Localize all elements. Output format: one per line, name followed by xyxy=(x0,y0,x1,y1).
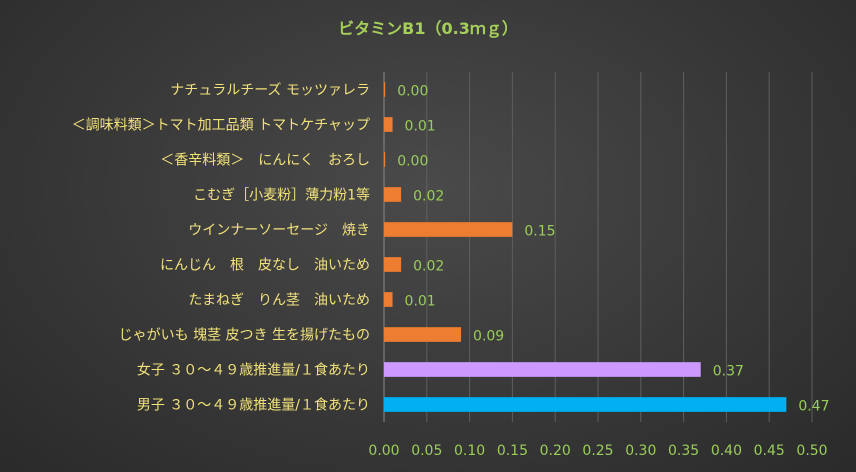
x-tick-label: 0.40 xyxy=(711,443,742,459)
category-label: ナチュラルチーズ モッツァレラ xyxy=(170,83,370,99)
x-tick-label: 0.45 xyxy=(754,443,785,459)
chart-title: ビタミンB1（0.3ｍｇ） xyxy=(338,19,518,39)
data-label: 0.00 xyxy=(397,84,428,100)
x-tick-label: 0.25 xyxy=(582,443,613,459)
x-tick-label: 0.50 xyxy=(796,443,827,459)
category-label: たまねぎ りん茎 油いため xyxy=(188,293,370,309)
bar xyxy=(384,362,701,377)
bar xyxy=(384,292,393,307)
data-label: 0.47 xyxy=(798,399,829,415)
bar xyxy=(384,257,402,272)
category-label: 女子 ３０～４９歳推進量/１食あたり xyxy=(137,362,370,379)
x-tick-label: 0.20 xyxy=(540,443,571,459)
data-label: 0.01 xyxy=(405,119,436,135)
data-labels: 0.00 0.01 0.00 0.02 0.15 0.02 0.01 0.09 0.37 0.47 xyxy=(397,84,829,415)
category-labels: ナチュラルチーズ モッツァレラ ＜調味料類＞トマト加工品類 トマトケチャップ ＜香辛… xyxy=(72,83,370,414)
data-label: 0.02 xyxy=(413,189,444,205)
bar xyxy=(384,222,513,237)
category-label: 男子 ３０～４９歳推進量/１食あたり xyxy=(137,397,370,414)
data-label: 0.01 xyxy=(405,294,436,310)
bar xyxy=(384,82,386,97)
data-label: 0.37 xyxy=(713,364,744,380)
x-tick-labels: 0.00 0.05 0.10 0.15 0.20 0.25 0.30 0.35 0.40 0.45… xyxy=(368,443,827,459)
x-tick-label: 0.00 xyxy=(368,443,399,459)
bar xyxy=(384,397,787,412)
bars xyxy=(384,82,787,412)
x-tick-label: 0.10 xyxy=(454,443,485,459)
data-label: 0.02 xyxy=(413,259,444,275)
category-label: ＜香辛料類＞ にんにく おろし xyxy=(160,153,370,169)
x-tick-label: 0.30 xyxy=(625,443,656,459)
category-label: ウインナーソーセージ 焼き xyxy=(188,223,370,239)
data-label: 0.00 xyxy=(397,154,428,170)
bar xyxy=(384,117,393,132)
bar xyxy=(384,187,402,202)
x-tick-label: 0.15 xyxy=(497,443,528,459)
data-label: 0.09 xyxy=(473,329,504,345)
category-label: じゃがいも 塊茎 皮つき 生を揚げたもの xyxy=(119,327,370,344)
bar xyxy=(384,327,462,342)
x-tick-label: 0.05 xyxy=(411,443,442,459)
x-tick-label: 0.35 xyxy=(668,443,699,459)
data-label: 0.15 xyxy=(524,224,555,240)
category-label: ＜調味料類＞トマト加工品類 トマトケチャップ xyxy=(72,118,370,134)
bar xyxy=(384,152,386,167)
category-label: にんじん 根 皮なし 油いため xyxy=(160,258,370,274)
category-label: こむぎ［小麦粉］薄力粉1等 xyxy=(193,187,370,204)
